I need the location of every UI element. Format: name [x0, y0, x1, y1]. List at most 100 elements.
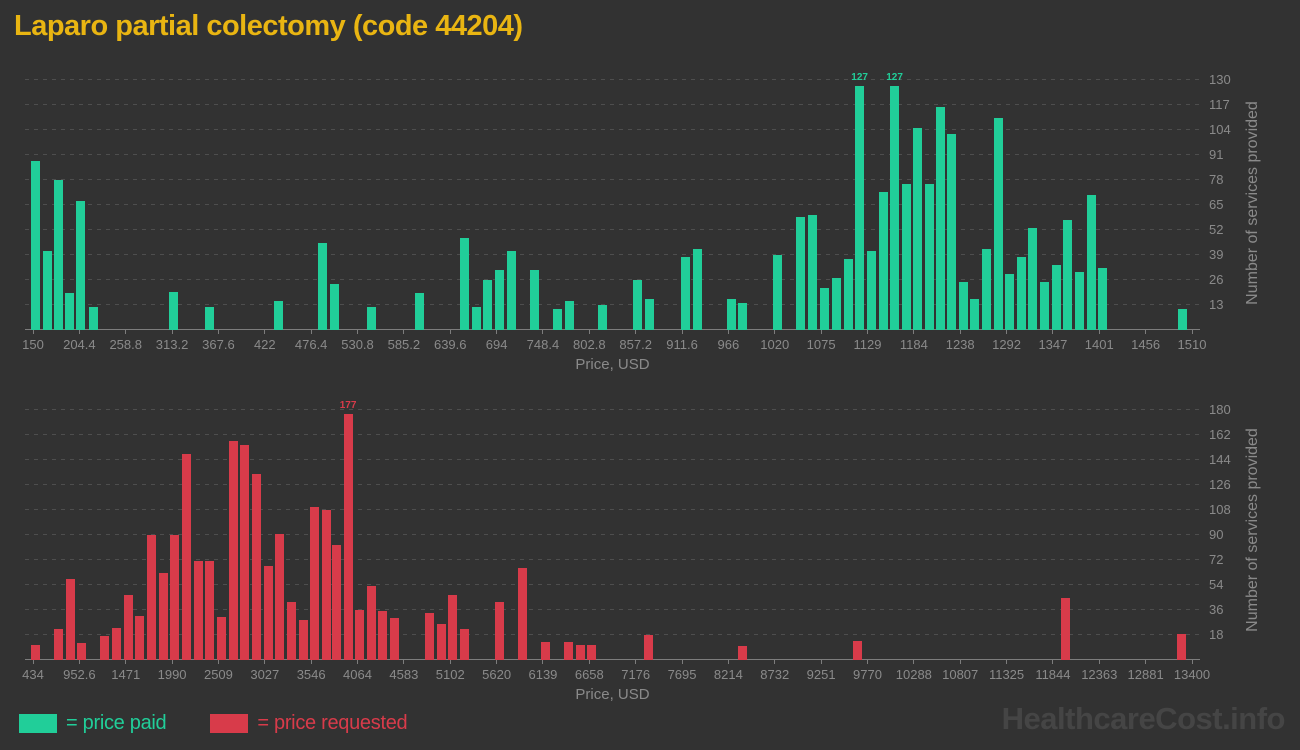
x-tick-label: 367.6 — [202, 337, 235, 352]
y-tick-label: 78 — [1209, 172, 1224, 187]
bar — [205, 561, 215, 660]
bar — [947, 133, 957, 330]
x-tick — [727, 660, 729, 664]
bar — [471, 306, 481, 330]
bar — [273, 301, 283, 330]
x-tick — [171, 660, 173, 664]
legend: = price paid = price requested — [19, 712, 408, 735]
bar — [597, 305, 607, 330]
bar — [414, 293, 424, 330]
x-tick-label: 434 — [22, 667, 44, 682]
x-tick — [913, 330, 915, 334]
x-tick-label: 1238 — [945, 337, 975, 352]
x-tick — [78, 330, 80, 334]
y-axis-title: Number of services provided — [1244, 100, 1261, 305]
bar — [575, 644, 585, 660]
bar — [517, 568, 527, 660]
x-tick — [1191, 660, 1193, 664]
x-tick — [866, 330, 868, 334]
grid-line — [25, 534, 1200, 535]
y-tick-label: 13 — [1209, 297, 1224, 312]
y-tick-label: 54 — [1209, 577, 1224, 592]
x-tick-label: 313.2 — [155, 337, 189, 352]
x-tick — [78, 660, 80, 664]
bar — [482, 280, 492, 330]
bar — [644, 635, 654, 660]
grid-line — [25, 434, 1200, 435]
bar — [459, 237, 469, 330]
bar — [506, 251, 516, 330]
bar — [902, 183, 911, 330]
grid-line — [25, 79, 1200, 80]
x-tick-label: 258.8 — [109, 337, 142, 352]
bar — [135, 615, 145, 660]
x-tick-label: 1456 — [1131, 337, 1161, 352]
bar — [286, 601, 296, 660]
bar — [321, 510, 331, 660]
y-tick-label: 104 — [1209, 122, 1231, 137]
bar — [1075, 272, 1084, 330]
x-tick — [959, 330, 961, 334]
x-tick — [820, 330, 822, 334]
y-tick-label: 36 — [1209, 602, 1224, 617]
x-tick-label: 1510 — [1177, 337, 1207, 352]
x-tick — [1098, 330, 1100, 334]
x-tick — [171, 330, 173, 334]
watermark: HealthcareCost.info — [1001, 701, 1286, 736]
bar — [310, 507, 320, 660]
bar — [913, 128, 923, 330]
grid-line — [25, 104, 1200, 105]
x-tick-label: 9251 — [806, 667, 836, 682]
x-tick — [1006, 660, 1008, 664]
x-tick — [727, 330, 729, 334]
x-tick-label: 911.6 — [666, 337, 698, 352]
bar — [540, 641, 550, 660]
x-tick-label: 1075 — [806, 337, 836, 352]
grid-line — [25, 154, 1200, 155]
x-tick — [217, 660, 219, 664]
bar — [240, 444, 250, 660]
grid-line — [25, 509, 1200, 510]
x-tick — [1052, 660, 1054, 664]
grid-line — [25, 129, 1200, 130]
bar — [54, 180, 64, 330]
bar — [448, 594, 458, 660]
x-tick-label: 530.8 — [341, 337, 374, 352]
x-tick — [264, 660, 266, 664]
bar — [65, 579, 75, 660]
bar — [1178, 308, 1188, 330]
y-tick-label: 130 — [1209, 72, 1231, 87]
x-tick-label: 802.8 — [573, 337, 606, 352]
bar — [366, 586, 376, 660]
bar — [343, 414, 353, 660]
x-tick-label: 9770 — [853, 667, 882, 682]
x-tick — [357, 660, 359, 664]
x-tick — [217, 330, 219, 334]
bar — [100, 636, 110, 660]
y-tick-label: 65 — [1209, 197, 1224, 212]
x-tick — [820, 660, 822, 664]
bar — [773, 255, 783, 330]
bar — [366, 306, 376, 330]
legend-label: = price paid — [66, 712, 167, 734]
bar — [123, 594, 133, 660]
x-tick — [681, 660, 683, 664]
bar — [738, 303, 748, 330]
x-tick-label: 857.2 — [619, 337, 652, 352]
legend-label: = price requested — [257, 712, 408, 734]
x-tick-label: 1401 — [1084, 337, 1114, 352]
bar — [796, 216, 806, 330]
grid-line — [25, 179, 1200, 180]
bar — [228, 440, 238, 660]
bar — [193, 561, 203, 660]
x-tick — [913, 660, 915, 664]
x-tick-label: 8214 — [713, 667, 743, 682]
bar — [53, 629, 63, 660]
x-tick-label: 2509 — [203, 667, 233, 682]
y-tick-label: 18 — [1209, 627, 1224, 642]
y-tick-label: 52 — [1209, 222, 1224, 237]
x-tick — [681, 330, 683, 334]
bar — [459, 629, 469, 660]
bar — [832, 278, 842, 330]
